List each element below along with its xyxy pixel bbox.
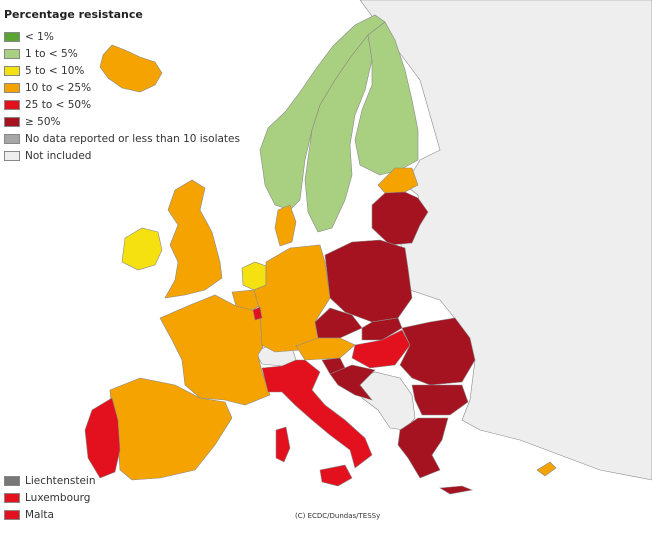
legend-swatch [4, 65, 20, 76]
legend-item: ≥ 50% [4, 113, 240, 130]
legend-swatch [4, 509, 20, 520]
map-uk [164, 179, 223, 299]
legend-label: Malta [25, 508, 54, 521]
legend-swatch [4, 150, 20, 161]
map-sweden [304, 34, 373, 233]
legend: Percentage resistance < 1% 1 to < 5% 5 t… [4, 8, 240, 164]
legend-item: 1 to < 5% [4, 45, 240, 62]
legend-item: Not included [4, 147, 240, 164]
map-sardinia [275, 426, 291, 463]
small-country-item: Liechtenstein [4, 472, 96, 489]
legend-label: 25 to < 50% [25, 98, 92, 111]
map-luxembourg [252, 306, 263, 321]
small-country-item: Malta [4, 506, 96, 523]
legend-item: 25 to < 50% [4, 96, 240, 113]
map-bulgaria [411, 384, 469, 416]
legend-swatch [4, 492, 20, 503]
legend-label: < 1% [25, 30, 54, 43]
map-portugal [84, 397, 121, 479]
legend-label: No data reported or less than 10 isolate… [25, 132, 240, 145]
map-sicily [319, 464, 353, 487]
small-country-item: Luxembourg [4, 489, 96, 506]
map-greece [397, 417, 449, 479]
map-croatia [329, 364, 376, 401]
legend-swatch [4, 116, 20, 127]
legend-label: ≥ 50% [25, 115, 61, 128]
map-denmark [274, 204, 297, 247]
legend-label: Not included [25, 149, 92, 162]
legend-swatch [4, 475, 20, 486]
map-iceland [99, 44, 163, 93]
legend-swatch [4, 133, 20, 144]
legend-swatch [4, 31, 20, 42]
legend-swatch [4, 82, 20, 93]
map-region-not-included-east [359, 0, 652, 481]
legend-label: 10 to < 25% [25, 81, 92, 94]
legend-item: No data reported or less than 10 isolate… [4, 130, 240, 147]
map-hungary [351, 329, 411, 369]
map-credit: (C) ECDC/Dundas/TESSy [295, 512, 381, 520]
legend-swatch [4, 99, 20, 110]
map-italy [261, 359, 373, 469]
map-latvia-lithuania [371, 191, 429, 246]
legend-item: 5 to < 10% [4, 62, 240, 79]
map-poland [324, 239, 413, 323]
legend-label: Liechtenstein [25, 474, 96, 487]
legend-label: Luxembourg [25, 491, 91, 504]
legend-item: < 1% [4, 28, 240, 45]
legend-title: Percentage resistance [4, 8, 143, 21]
map-netherlands [241, 261, 267, 291]
map-ireland [121, 227, 163, 271]
map-crete [439, 485, 474, 495]
map-romania [399, 317, 476, 386]
small-countries-legend: Liechtenstein Luxembourg Malta [4, 472, 96, 523]
legend-swatch [4, 48, 20, 59]
legend-item: 10 to < 25% [4, 79, 240, 96]
map-cyprus [536, 461, 557, 477]
legend-label: 5 to < 10% [25, 64, 85, 77]
legend-label: 1 to < 5% [25, 47, 78, 60]
